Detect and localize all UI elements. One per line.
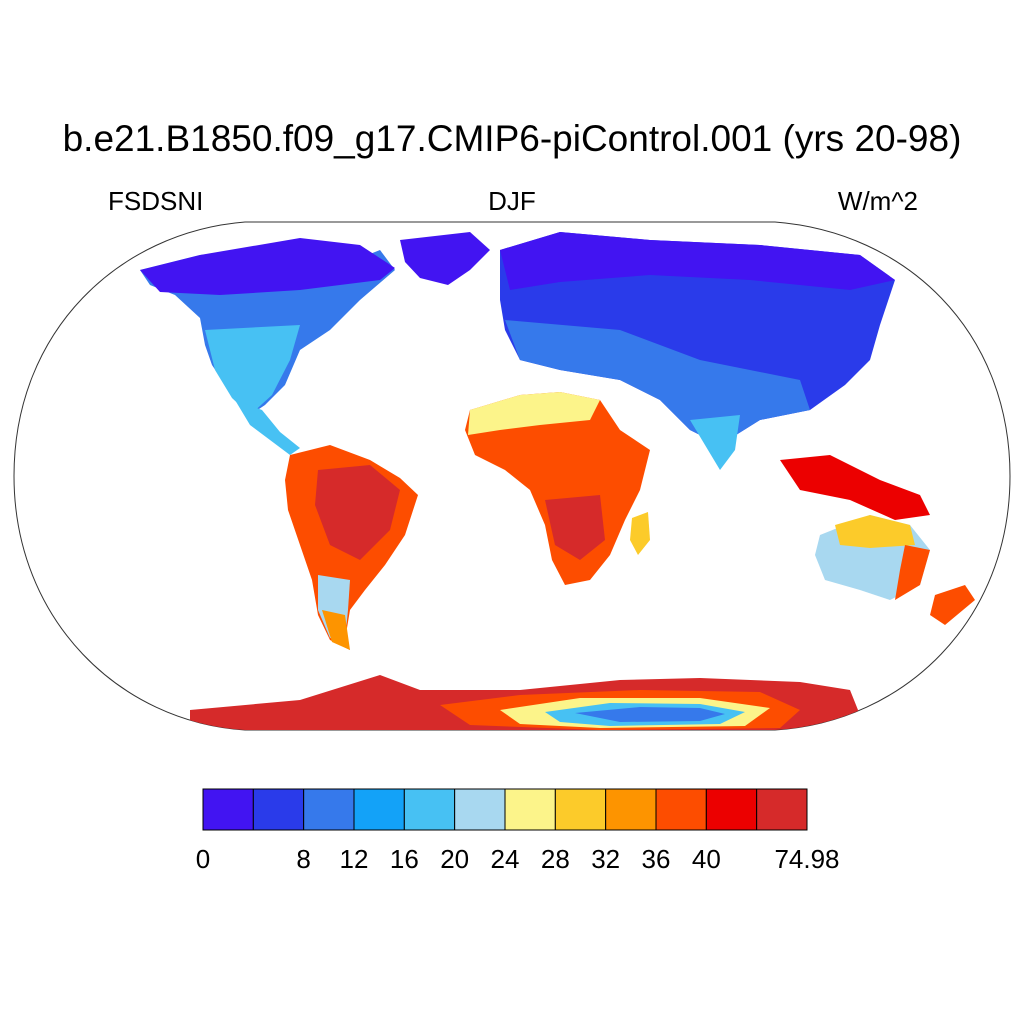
north-america-arctic	[140, 238, 395, 295]
patagonia	[322, 610, 350, 650]
australia-north	[835, 515, 915, 548]
colorbar-box	[202, 788, 254, 831]
colorbar-tick-label: 32	[591, 844, 620, 874]
colorbar-tick-label: 28	[541, 844, 570, 874]
colorbar-tick-label: 40	[692, 844, 721, 874]
colorbar-box	[504, 788, 556, 831]
eurasia-south	[505, 320, 810, 445]
season-label: DJF	[488, 186, 536, 216]
colorbar-box	[353, 788, 405, 831]
colorbar-box	[756, 788, 808, 831]
colorbar-tick-label: 24	[491, 844, 520, 874]
colorbar-tick-label: 12	[340, 844, 369, 874]
colorbar-box	[705, 788, 758, 831]
variable-label: FSDSNI	[108, 186, 204, 216]
colorbar-box	[554, 788, 607, 831]
colorbar-box	[252, 788, 305, 831]
greenland	[400, 232, 490, 285]
central-america	[235, 400, 300, 455]
north-america-south	[205, 325, 300, 415]
plot-title: b.e21.B1850.f09_g17.CMIP6-piControl.001 …	[62, 118, 962, 159]
madagascar	[630, 512, 650, 555]
colorbar-tick-label: 36	[642, 844, 671, 874]
australia-east	[895, 545, 930, 600]
units-label: W/m^2	[837, 186, 918, 216]
colorbar-box	[303, 788, 355, 831]
new-zealand	[930, 585, 975, 625]
colorbar-box	[454, 788, 506, 831]
colorbar-box	[605, 788, 657, 831]
colorbar-tick-label: 8	[296, 844, 310, 874]
colorbar-box	[655, 788, 707, 831]
africa-core	[545, 495, 605, 560]
colorbar-box	[403, 788, 456, 831]
colorbar-tick-label: 0	[196, 844, 210, 874]
colorbar-tick-label: 74.98	[774, 844, 839, 874]
indonesia	[780, 455, 930, 520]
south-america-core	[315, 465, 400, 560]
sahara	[468, 392, 600, 435]
antarctica-inner-ring-4	[575, 707, 725, 722]
colorbar-tick-label: 20	[440, 844, 469, 874]
india	[690, 415, 740, 470]
colorbar-tick-label: 16	[390, 844, 419, 874]
eurasia-arctic	[500, 232, 895, 290]
